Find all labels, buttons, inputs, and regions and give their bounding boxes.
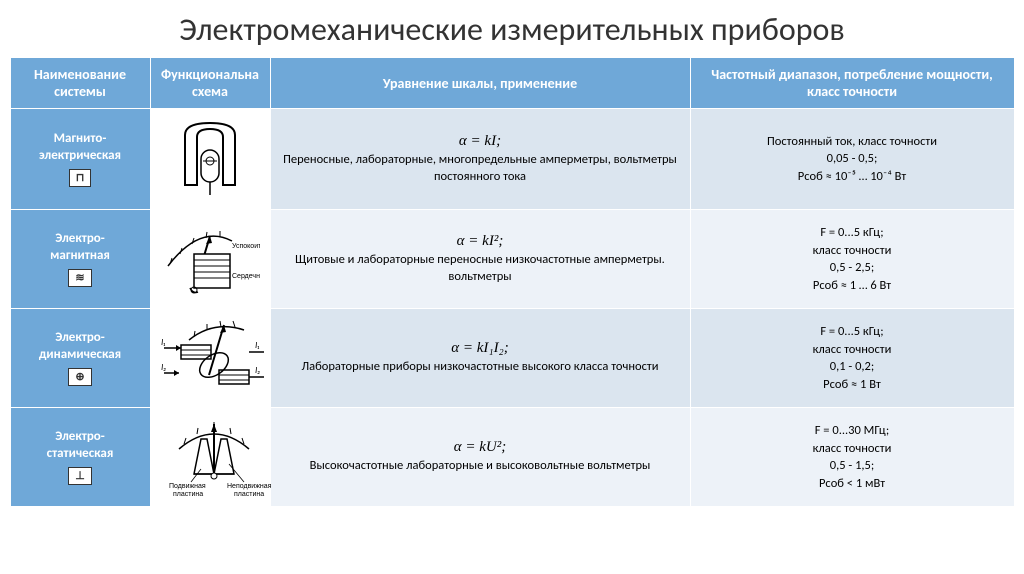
- svg-text:пластина: пластина: [234, 491, 264, 498]
- description: Высокочастотные лабораторные и высоковол…: [279, 458, 682, 475]
- equation: α = kI;: [459, 133, 501, 149]
- col-header-schema: Функциональна схема: [150, 58, 270, 109]
- row-name: Магнито- электрическая ⊓: [10, 109, 150, 210]
- schema-cell: Подвижная пластина Неподвижная пластина: [150, 408, 270, 507]
- table-row: Электро- статическая ⊥: [10, 408, 1014, 507]
- page-title: Электромеханические измерительных прибор…: [0, 0, 1024, 57]
- schema-cell: I₁ I₂ I₁ I₂: [150, 309, 270, 408]
- equation-cell: α = kI²; Щитовые и лабораторные переносн…: [270, 210, 690, 309]
- specs-cell: Постоянный ток, класс точности 0,05 - 0,…: [690, 109, 1014, 210]
- col-header-equation: Уравнение шкалы, применение: [270, 58, 690, 109]
- equation: α = kI²;: [457, 233, 504, 249]
- svg-text:I₂: I₂: [161, 362, 166, 373]
- svg-text:I₂: I₂: [255, 365, 260, 376]
- svg-text:I₁: I₁: [255, 340, 259, 351]
- table-row: Магнито- электрическая ⊓ α = kI; Перенос…: [10, 109, 1014, 210]
- row-name: Электро- статическая ⊥: [10, 408, 150, 507]
- col-header-specs: Частотный диапазон, потребление мощности…: [690, 58, 1014, 109]
- magnetoelectric-schema-icon: [165, 115, 255, 203]
- instruments-table: Наименование системы Функциональна схема…: [10, 57, 1015, 507]
- row-name: Электро- магнитная ≋: [10, 210, 150, 309]
- description: Лабораторные приборы низкочастотные высо…: [279, 359, 682, 376]
- specs-cell: F = 0...30 МГц; класс точности 0,5 - 1,5…: [690, 408, 1014, 507]
- specs-cell: F = 0...5 кГц; класс точности 0,1 - 0,2;…: [690, 309, 1014, 408]
- equation-cell: α = kU²; Высокочастотные лабораторные и …: [270, 408, 690, 507]
- system-symbol-icon: ⊥: [68, 467, 92, 485]
- equation: α = kI₁I₂;: [451, 340, 509, 356]
- electromagnetic-schema-icon: Успокоитель Сердечник: [160, 216, 260, 302]
- specs-cell: F = 0...5 кГц; класс точности 0,5 - 2,5;…: [690, 210, 1014, 309]
- row-name: Электро- динамическая ⊕: [10, 309, 150, 408]
- system-symbol-icon: ⊓: [69, 169, 92, 187]
- svg-text:Сердечник: Сердечник: [232, 273, 260, 280]
- equation-cell: α = kI; Переносные, лабораторные, многоп…: [270, 109, 690, 210]
- svg-text:Подвижная: Подвижная: [169, 483, 206, 490]
- col-header-name: Наименование системы: [10, 58, 150, 109]
- table-row: Электро- магнитная ≋: [10, 210, 1014, 309]
- description: Переносные, лабораторные, многопредельны…: [279, 152, 682, 186]
- schema-cell: [150, 109, 270, 210]
- system-symbol-icon: ⊕: [68, 368, 91, 386]
- equation-cell: α = kI₁I₂; Лабораторные приборы низкочас…: [270, 309, 690, 408]
- svg-text:I₁: I₁: [161, 337, 165, 348]
- equation: α = kU²;: [454, 439, 506, 455]
- table-row: Электро- динамическая ⊕: [10, 309, 1014, 408]
- description: Щитовые и лабораторные переносные низкоч…: [279, 252, 682, 286]
- electrodynamic-schema-icon: I₁ I₂ I₁ I₂: [159, 315, 269, 401]
- svg-text:пластина: пластина: [173, 491, 203, 498]
- electrostatic-schema-icon: Подвижная пластина Неподвижная пластина: [159, 414, 279, 500]
- svg-text:Успокоитель: Успокоитель: [232, 243, 260, 250]
- system-symbol-icon: ≋: [68, 269, 91, 287]
- schema-cell: Успокоитель Сердечник: [150, 210, 270, 309]
- svg-text:Неподвижная: Неподвижная: [227, 483, 272, 490]
